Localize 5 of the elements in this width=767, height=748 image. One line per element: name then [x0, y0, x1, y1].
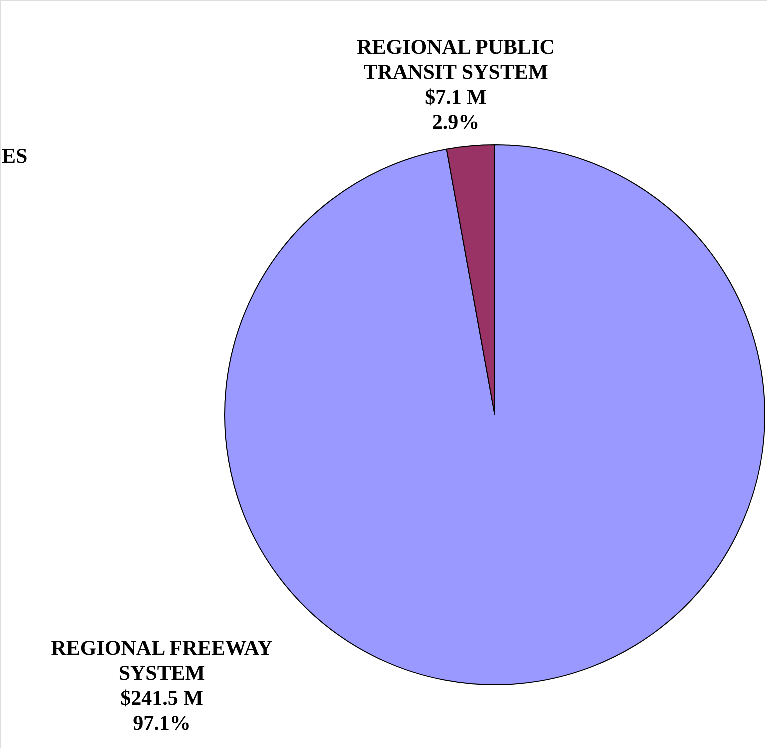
- data-label: $241.5 M 97.1%: [120, 686, 204, 735]
- slice-label: REGIONAL FREEWAY SYSTEM: [51, 636, 273, 685]
- data-label: $7.1 M 2.9%: [425, 85, 488, 134]
- text: ES: [2, 144, 28, 168]
- slice-label: REGIONAL PUBLIC TRANSIT SYSTEM: [357, 35, 555, 84]
